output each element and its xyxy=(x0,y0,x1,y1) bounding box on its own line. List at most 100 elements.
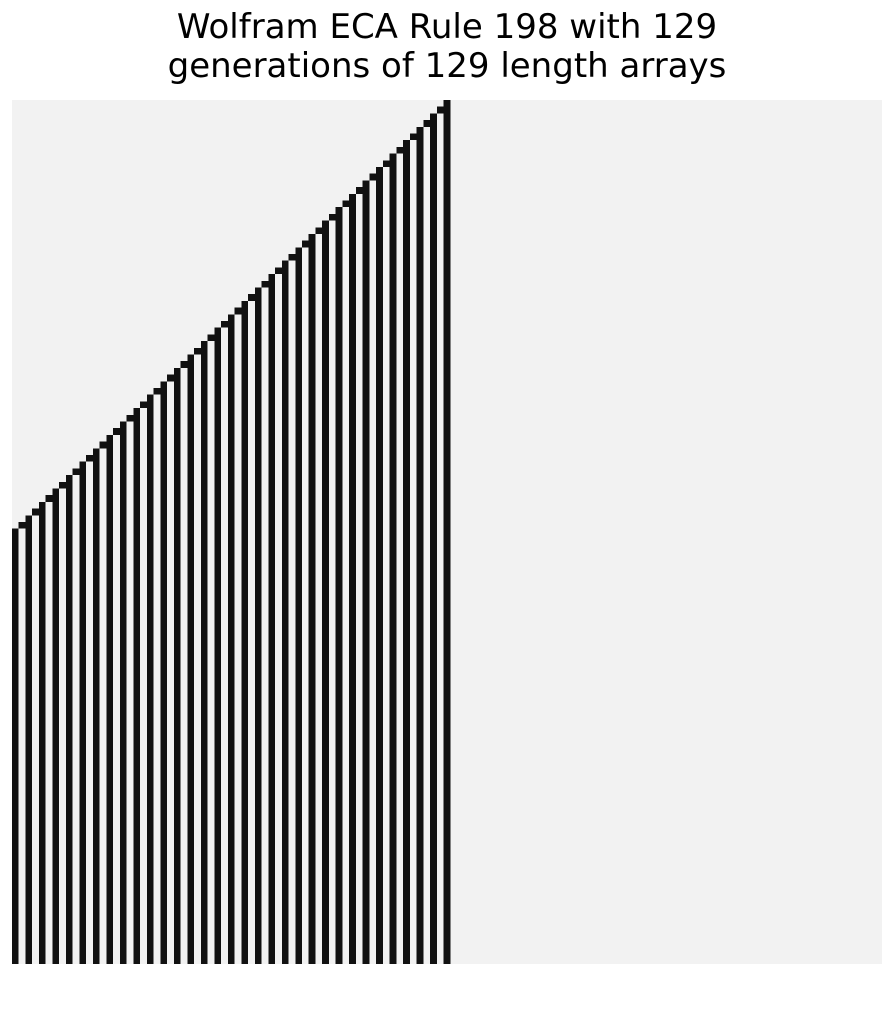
cell-on xyxy=(403,836,410,844)
cell-on xyxy=(281,287,289,295)
cell-on xyxy=(281,582,289,589)
cell-on xyxy=(443,950,451,958)
cell-on xyxy=(241,689,249,697)
cell-on xyxy=(295,535,302,543)
cell-on xyxy=(146,897,154,904)
cell-on xyxy=(430,166,437,174)
cell-on xyxy=(389,816,397,824)
cell-on xyxy=(12,830,19,837)
cell-on xyxy=(52,736,60,743)
cell-on xyxy=(200,749,208,757)
cell-on xyxy=(200,870,208,877)
cell-on xyxy=(25,803,33,810)
cell-on xyxy=(200,454,208,462)
cell-on xyxy=(430,568,437,576)
cell-on xyxy=(113,428,120,435)
cell-on xyxy=(430,200,437,208)
cell-on xyxy=(281,756,289,764)
cell-on xyxy=(416,789,424,797)
cell-on xyxy=(335,930,343,938)
cell-on xyxy=(308,689,316,697)
cell-on xyxy=(241,702,249,710)
cell-on xyxy=(160,609,168,616)
cell-on xyxy=(254,957,262,964)
cell-on xyxy=(133,595,141,603)
cell-on xyxy=(254,876,262,884)
cell-on xyxy=(52,595,60,603)
cell-on xyxy=(214,495,222,502)
cell-on xyxy=(79,488,87,496)
cell-on xyxy=(146,682,154,690)
cell-on xyxy=(187,568,195,576)
cell-on xyxy=(362,796,370,804)
cell-on xyxy=(281,408,289,415)
cell-on xyxy=(335,863,343,871)
cell-on xyxy=(389,769,397,777)
cell-on xyxy=(322,240,329,248)
cell-on xyxy=(200,816,208,824)
cell-on xyxy=(389,528,397,536)
cell-on xyxy=(430,180,437,188)
cell-on xyxy=(376,207,383,214)
cell-on xyxy=(362,361,370,368)
cell-on xyxy=(416,950,424,958)
cell-on xyxy=(416,200,424,208)
cell-on xyxy=(106,582,114,589)
cell-on xyxy=(308,575,316,583)
cell-on xyxy=(65,943,73,951)
cell-on xyxy=(430,796,437,804)
cell-on xyxy=(254,789,262,797)
cell-on xyxy=(187,575,195,583)
cell-on xyxy=(322,722,329,730)
cell-on xyxy=(133,763,141,770)
cell-on xyxy=(322,233,329,241)
cell-on xyxy=(335,588,343,596)
cell-on xyxy=(214,388,222,395)
cell-on xyxy=(416,528,424,536)
cell-on xyxy=(146,635,154,643)
cell-on xyxy=(403,388,410,395)
cell-on xyxy=(389,803,397,810)
cell-on xyxy=(322,602,329,610)
cell-on xyxy=(173,495,181,502)
cell-on xyxy=(241,809,249,817)
cell-on xyxy=(248,294,255,301)
cell-on xyxy=(416,428,424,435)
cell-on xyxy=(443,917,451,924)
cell-on xyxy=(416,943,424,951)
cell-on xyxy=(133,421,141,429)
cell-on xyxy=(106,729,114,737)
cell-on xyxy=(119,897,127,904)
cell-on xyxy=(25,696,33,703)
cell-on xyxy=(335,562,343,569)
cell-on xyxy=(443,830,451,837)
cell-on xyxy=(416,341,424,348)
cell-on xyxy=(119,943,127,951)
cell-on xyxy=(65,937,73,944)
cell-on xyxy=(308,254,316,261)
cell-on xyxy=(389,642,397,650)
cell-on xyxy=(119,923,127,931)
cell-on xyxy=(79,843,87,851)
cell-on xyxy=(389,394,397,402)
cell-on xyxy=(254,830,262,837)
cell-on xyxy=(376,769,383,777)
cell-on xyxy=(389,876,397,884)
cell-on xyxy=(65,676,73,683)
cell-on xyxy=(416,227,424,234)
cell-on xyxy=(295,629,302,636)
cell-on xyxy=(241,950,249,958)
cell-on xyxy=(173,903,181,911)
cell-on xyxy=(187,776,195,784)
cell-on xyxy=(362,897,370,904)
cell-on xyxy=(335,876,343,884)
cell-on xyxy=(416,709,424,717)
cell-on xyxy=(403,682,410,690)
cell-on xyxy=(106,742,114,750)
cell-on xyxy=(308,461,316,469)
cell-on xyxy=(295,287,302,295)
cell-on xyxy=(268,776,276,784)
cell-on xyxy=(187,609,195,616)
cell-on xyxy=(281,575,289,583)
cell-on xyxy=(214,421,222,429)
